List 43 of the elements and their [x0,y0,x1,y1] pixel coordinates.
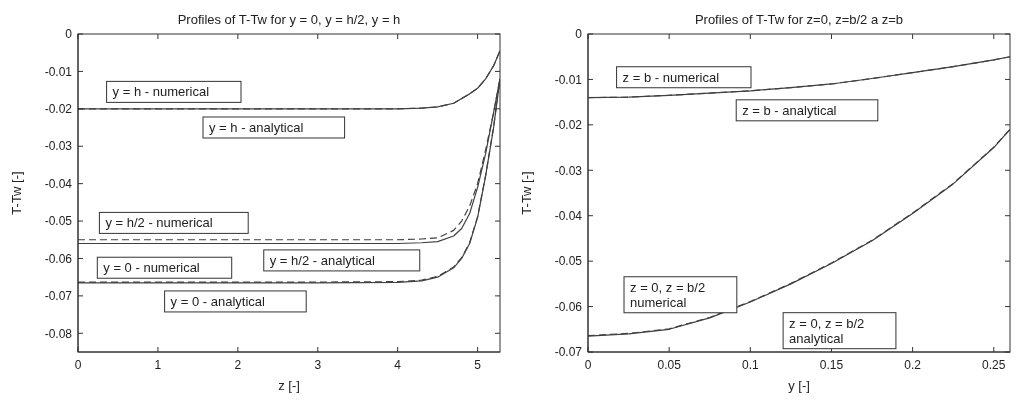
y-tick-label: -0.06 [44,251,73,266]
y-tick-label: -0.04 [554,208,583,223]
y-tick-label: -0.03 [44,139,73,154]
y-tick-label: -0.02 [554,118,583,133]
annotation: y = 0 - analytical [170,293,266,309]
x-tick-label: 5 [474,357,482,372]
y-tick-label: 0 [575,27,583,42]
annotation: y = h - analytical [209,119,304,135]
annotation: z = b - numerical [622,69,720,85]
annotation: y = h/2 - analytical [269,252,375,268]
y-tick-label: -0.05 [44,214,73,229]
annotation: z = 0, z = b/2 numerical [630,279,706,310]
x-tick-label: 3 [314,357,322,372]
x-axis-title: z [-] [278,378,300,393]
x-tick-label: 4 [394,357,402,372]
y-tick-label: -0.01 [554,72,583,87]
x-tick-label: 0.05 [657,357,682,372]
y-tick-label: -0.07 [554,345,583,360]
y-tick-label: -0.05 [554,254,583,269]
x-tick-label: 2 [234,357,242,372]
x-tick-label: 0.15 [819,357,844,372]
y-tick-label: -0.02 [44,102,73,117]
annotation: y = 0 - numerical [103,260,200,276]
x-tick-label: 0.25 [982,357,1006,372]
chart-title: Profiles of T-Tw for z=0, z=b/2 a z=b [694,12,904,27]
y-tick-label: -0.06 [554,299,583,314]
chart-title: Profiles of T-Tw for y = 0, y = h/2, y = h [177,12,401,27]
y-tick-label: -0.04 [44,176,73,191]
y-axis-title: T-Tw [-] [8,171,24,215]
y-tick-label: -0.07 [44,289,73,304]
y-tick-label: -0.08 [44,326,73,341]
annotation: z = 0, z = b/2 analytical [789,315,865,346]
y-tick-label: -0.01 [44,64,73,79]
annotation: y = h/2 - numerical [105,215,213,231]
x-tick-label: 0.1 [741,357,759,372]
x-tick-label: 0.2 [904,357,922,372]
y-tick-label: -0.03 [554,163,583,178]
x-axis-title: y [-] [788,378,810,393]
annotation: y = h - numerical [112,84,210,100]
y-axis-title: T-Tw [-] [518,171,534,215]
y-tick-label: 0 [65,27,73,42]
x-tick-label: 1 [154,357,162,372]
annotation: z = b - analytical [742,102,837,118]
